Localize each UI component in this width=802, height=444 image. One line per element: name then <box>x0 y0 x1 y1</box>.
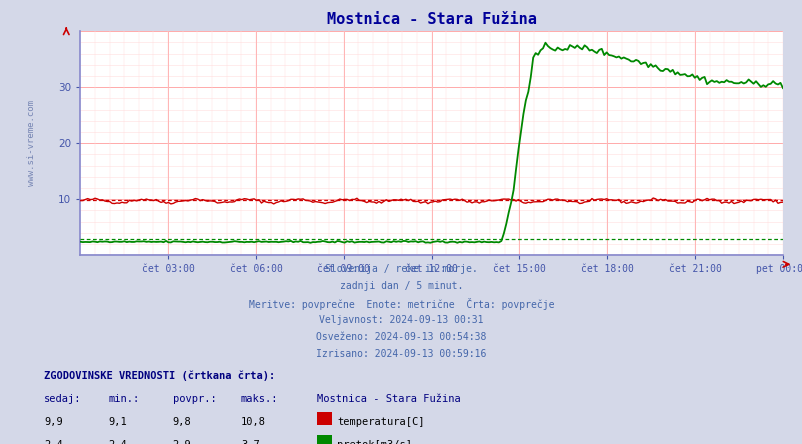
Text: 10,8: 10,8 <box>241 417 265 427</box>
Text: pretok[m3/s]: pretok[m3/s] <box>337 440 411 444</box>
Text: Mostnica - Stara Fužina: Mostnica - Stara Fužina <box>317 394 460 404</box>
Text: Veljavnost: 2024-09-13 00:31: Veljavnost: 2024-09-13 00:31 <box>319 315 483 325</box>
Text: Slovenija / reke in morje.: Slovenija / reke in morje. <box>325 264 477 274</box>
Text: 3,7: 3,7 <box>241 440 259 444</box>
Text: Meritve: povprečne  Enote: metrične  Črta: povprečje: Meritve: povprečne Enote: metrične Črta:… <box>249 298 553 310</box>
Text: povpr.:: povpr.: <box>172 394 216 404</box>
Text: Izrisano: 2024-09-13 00:59:16: Izrisano: 2024-09-13 00:59:16 <box>316 349 486 359</box>
Text: min.:: min.: <box>108 394 140 404</box>
Text: 2,4: 2,4 <box>44 440 63 444</box>
Text: zadnji dan / 5 minut.: zadnji dan / 5 minut. <box>339 281 463 291</box>
Text: maks.:: maks.: <box>241 394 278 404</box>
Text: temperatura[C]: temperatura[C] <box>337 417 424 427</box>
Text: 9,8: 9,8 <box>172 417 191 427</box>
Text: www.si-vreme.com: www.si-vreme.com <box>26 100 35 186</box>
Text: 2,9: 2,9 <box>172 440 191 444</box>
Text: 2,4: 2,4 <box>108 440 127 444</box>
Text: 9,9: 9,9 <box>44 417 63 427</box>
Text: Osveženo: 2024-09-13 00:54:38: Osveženo: 2024-09-13 00:54:38 <box>316 332 486 342</box>
Text: ZGODOVINSKE VREDNOSTI (črtkana črta):: ZGODOVINSKE VREDNOSTI (črtkana črta): <box>44 371 275 381</box>
Text: sedaj:: sedaj: <box>44 394 82 404</box>
Text: 9,1: 9,1 <box>108 417 127 427</box>
Title: Mostnica - Stara Fužina: Mostnica - Stara Fužina <box>326 12 536 27</box>
